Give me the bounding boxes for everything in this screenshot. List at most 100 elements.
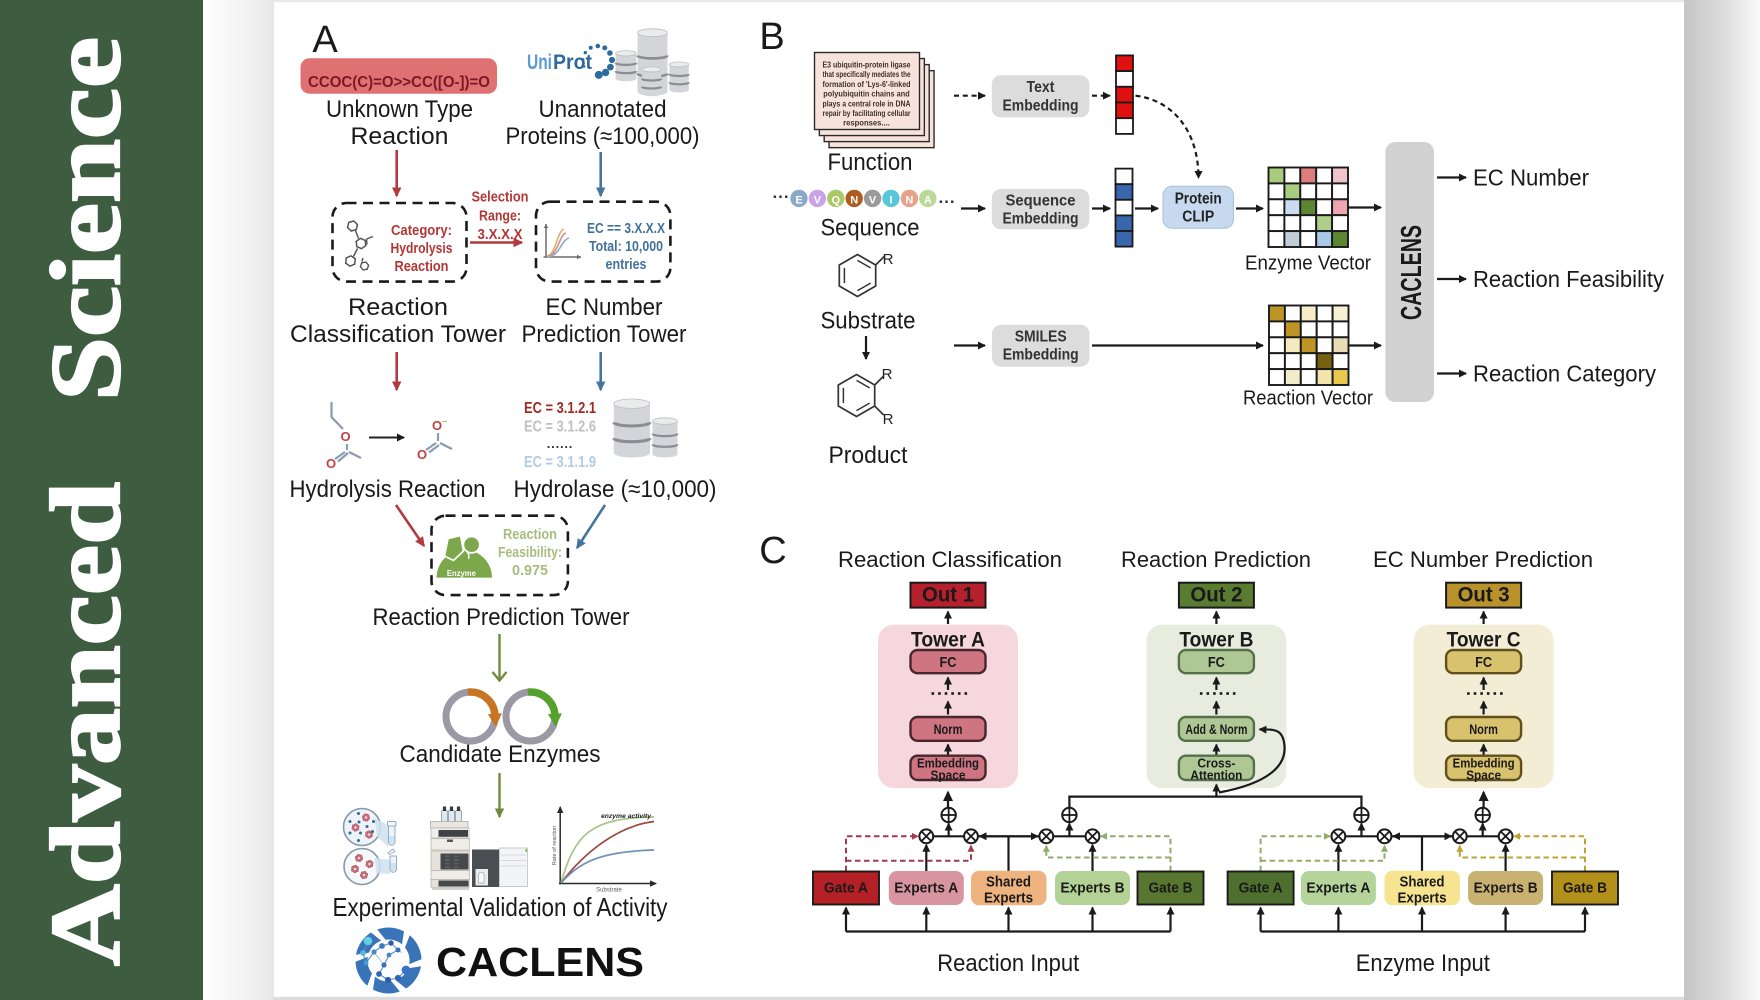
svg-text:3.X.X.X: 3.X.X.X [478, 227, 523, 243]
svg-text:E: E [795, 194, 802, 206]
svg-text:O: O [432, 418, 442, 433]
svg-text:Enzyme: Enzyme [447, 569, 477, 578]
svg-text:Enzyme Input: Enzyme Input [1356, 950, 1490, 977]
svg-text:Reaction Prediction: Reaction Prediction [1121, 547, 1311, 572]
svg-text:Experts A: Experts A [1306, 880, 1370, 897]
svg-text:Embedding: Embedding [1453, 757, 1515, 771]
svg-text:E3 ubiquitin-protein ligase: E3 ubiquitin-protein ligase [823, 61, 912, 70]
svg-text:enzyme activity: enzyme activity [601, 813, 652, 820]
svg-text:Range:: Range: [479, 209, 521, 225]
svg-text:N: N [905, 194, 913, 206]
svg-text:FC: FC [1208, 655, 1225, 671]
svg-text:A: A [924, 194, 932, 206]
svg-text:CACLENS: CACLENS [1396, 225, 1428, 320]
svg-text:plays a central role in DNA: plays a central role in DNA [823, 99, 911, 108]
svg-text:O: O [417, 447, 427, 462]
svg-text:R: R [883, 251, 894, 268]
svg-text:Experts B: Experts B [1474, 880, 1538, 897]
svg-text:O: O [326, 456, 336, 471]
svg-text:R: R [882, 366, 893, 383]
svg-text:V: V [869, 194, 877, 206]
svg-text:Experts A: Experts A [894, 880, 958, 897]
svg-text:Substrate: Substrate [821, 308, 916, 335]
svg-text:A: A [312, 19, 338, 61]
svg-text:–: – [442, 416, 447, 426]
svg-text:formation of 'Lys-6'-linked: formation of 'Lys-6'-linked [823, 80, 911, 89]
svg-text:EC = 3.1.1.9: EC = 3.1.1.9 [524, 454, 596, 471]
svg-text:Function: Function [828, 149, 913, 176]
svg-text:Prediction Tower: Prediction Tower [522, 321, 687, 348]
svg-text:0.975: 0.975 [512, 563, 548, 579]
svg-text:responses....: responses.... [843, 119, 890, 128]
svg-text:Attention: Attention [1190, 769, 1242, 783]
svg-text:SMILES: SMILES [1015, 329, 1067, 346]
svg-text:Shared: Shared [986, 874, 1031, 891]
svg-text:entries: entries [606, 257, 647, 273]
svg-text:EC = 3.1.2.1: EC = 3.1.2.1 [524, 400, 596, 417]
svg-text:......: ...... [547, 436, 573, 451]
svg-text:Uni: Uni [527, 50, 552, 74]
svg-text:Gate B: Gate B [1563, 880, 1607, 897]
svg-text:EC Number: EC Number [546, 294, 663, 321]
svg-text:Protein: Protein [1175, 191, 1222, 208]
svg-text:Q: Q [832, 194, 841, 206]
svg-text:Reaction: Reaction [351, 123, 449, 150]
svg-text:V: V [814, 194, 822, 206]
svg-text:Reaction: Reaction [395, 259, 449, 275]
svg-text:Out 1: Out 1 [922, 584, 974, 607]
svg-text:Reaction: Reaction [503, 527, 557, 543]
svg-text:Advanced: Advanced [30, 482, 141, 966]
svg-text:Add & Norm: Add & Norm [1185, 722, 1247, 737]
svg-text:Tower B: Tower B [1179, 629, 1253, 652]
svg-text:Out 3: Out 3 [1458, 584, 1510, 607]
svg-text:CCOC(C)=O>>CC([O-])=O: CCOC(C)=O>>CC([O-])=O [308, 74, 490, 91]
svg-text:B: B [759, 16, 784, 58]
svg-text:Category:: Category: [391, 223, 452, 239]
svg-text:Proteins (≈100,000): Proteins (≈100,000) [506, 123, 700, 150]
svg-text:Unannotated: Unannotated [539, 96, 667, 123]
svg-text:N: N [850, 194, 858, 206]
svg-text:Space: Space [931, 769, 966, 783]
svg-text:EC == 3.X.X.X: EC == 3.X.X.X [587, 221, 665, 237]
svg-text:Reaction: Reaction [348, 294, 448, 321]
svg-text:FC: FC [1475, 655, 1492, 671]
svg-text:EC Number: EC Number [1473, 165, 1589, 191]
svg-text:···: ··· [939, 193, 956, 212]
svg-text:Feasibility:: Feasibility: [498, 545, 562, 561]
svg-text:Enzyme Vector: Enzyme Vector [1245, 253, 1371, 275]
svg-text:Science: Science [30, 37, 141, 401]
svg-text:Tower C: Tower C [1447, 629, 1521, 652]
svg-text:polyubiquitin chains and: polyubiquitin chains and [823, 90, 910, 99]
svg-text:Hydrolase (≈10,000): Hydrolase (≈10,000) [514, 476, 717, 503]
svg-text:Embedding: Embedding [917, 757, 979, 771]
svg-text:C: C [759, 530, 786, 572]
svg-text:Embedding: Embedding [1003, 210, 1079, 227]
svg-text:Experts: Experts [984, 890, 1033, 907]
svg-text:Cross-: Cross- [1197, 757, 1235, 771]
svg-text:Sequence: Sequence [821, 215, 920, 242]
svg-text:Norm: Norm [934, 722, 963, 737]
svg-text:repair by facilitating cellula: repair by facilitating cellular [823, 109, 911, 118]
svg-text:Reaction Prediction Tower: Reaction Prediction Tower [373, 604, 630, 631]
svg-text:Gate A: Gate A [1239, 880, 1283, 897]
svg-text:Unknown Type: Unknown Type [326, 96, 473, 123]
svg-text:Tower A: Tower A [911, 629, 985, 652]
svg-text:Reaction Category: Reaction Category [1473, 361, 1656, 387]
svg-text:Hydrolysis Reaction: Hydrolysis Reaction [290, 476, 486, 503]
svg-text:Shared: Shared [1400, 874, 1445, 891]
svg-text:Experimental Validation of Act: Experimental Validation of Activity [333, 892, 668, 922]
svg-text:CLIP: CLIP [1182, 209, 1214, 226]
svg-text:Experts B: Experts B [1061, 880, 1125, 897]
svg-text:EC = 3.1.2.6: EC = 3.1.2.6 [524, 419, 596, 436]
svg-text:I: I [889, 194, 892, 206]
svg-text:Selection: Selection [472, 190, 529, 206]
svg-text:Embedding: Embedding [1003, 98, 1079, 115]
svg-text:Norm: Norm [1469, 722, 1498, 737]
svg-text:Reaction Vector: Reaction Vector [1243, 388, 1373, 410]
svg-text:Reaction Input: Reaction Input [937, 950, 1079, 977]
svg-text:Experts: Experts [1398, 890, 1447, 907]
svg-text:R: R [883, 411, 894, 428]
svg-text:O: O [340, 429, 350, 444]
svg-text:···: ··· [773, 188, 790, 207]
svg-text:CACLENS: CACLENS [436, 939, 644, 985]
